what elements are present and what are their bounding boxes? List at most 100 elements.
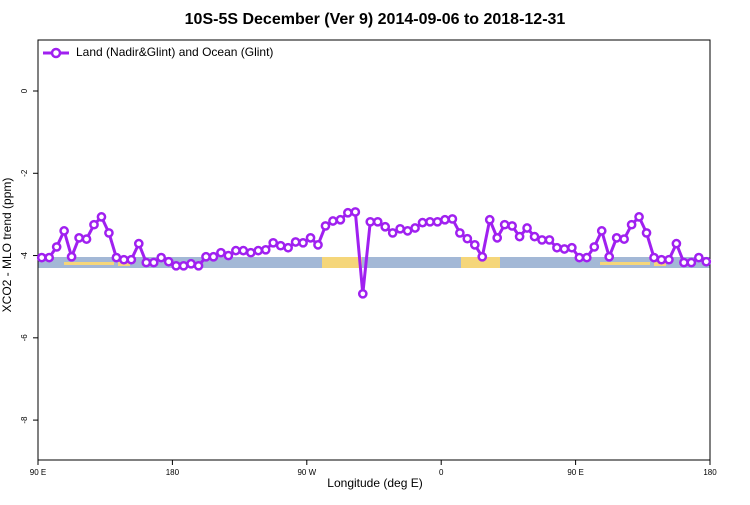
x-tick-label: 90 E (30, 468, 46, 477)
data-point (328, 216, 338, 226)
data-point (163, 256, 174, 267)
legend-label: Land (Nadir&Glint) and Ocean (Glint) (76, 45, 273, 59)
data-point (507, 221, 517, 231)
y-tick-label: -4 (20, 251, 29, 259)
data-point (567, 242, 577, 253)
y-axis-label: XCO2 - MLO trend (ppm) (0, 178, 14, 313)
data-point (372, 216, 383, 227)
data-point (410, 223, 420, 233)
land-strip (461, 257, 500, 268)
data-point (365, 216, 376, 227)
data-point (141, 257, 152, 268)
data-point (462, 233, 473, 244)
data-point (477, 251, 488, 262)
data-point (425, 216, 435, 227)
data-point (298, 237, 308, 248)
data-point (634, 212, 644, 222)
data-point (111, 252, 122, 263)
data-point (559, 244, 570, 254)
data-point (417, 217, 428, 228)
data-point (320, 221, 331, 231)
data-point (574, 252, 585, 263)
data-point (484, 214, 495, 225)
data-point (245, 247, 256, 258)
legend-marker (50, 47, 62, 59)
data-point (455, 228, 465, 238)
data-point (679, 257, 689, 268)
data-point (626, 219, 637, 230)
data-point (290, 237, 301, 247)
data-point (447, 214, 458, 224)
data-point (440, 214, 450, 225)
data-point (59, 226, 69, 236)
data-point (402, 226, 413, 236)
data-point (649, 252, 659, 263)
data-point (529, 231, 540, 242)
data-point (186, 258, 196, 269)
data-point (283, 242, 293, 253)
data-point (171, 260, 181, 271)
x-tick-label: 90 E (567, 468, 583, 477)
data-point (544, 235, 555, 245)
data-point (133, 238, 144, 249)
data-point (522, 223, 532, 233)
data-point (275, 240, 286, 251)
data-point (231, 245, 241, 256)
data-point (126, 254, 137, 265)
data-point (387, 228, 398, 238)
data-point (671, 238, 682, 249)
data-point (380, 221, 391, 232)
data-point (611, 233, 622, 243)
data-point (604, 251, 615, 262)
data-point (238, 245, 249, 256)
data-point (395, 223, 405, 234)
data-point (81, 234, 92, 244)
data-point (201, 251, 211, 262)
data-point (216, 247, 226, 258)
data-point (193, 260, 204, 271)
data-point (223, 250, 234, 261)
data-point (350, 207, 361, 217)
x-tick-label: 90 W (297, 468, 316, 477)
data-point (305, 233, 316, 243)
data-point (641, 228, 652, 238)
plot-frame (37, 39, 711, 461)
data-point (104, 228, 114, 238)
y-tick-label: -6 (20, 334, 29, 342)
data-point (514, 231, 525, 242)
data-point (581, 252, 592, 263)
data-point (499, 219, 510, 230)
y-tick-label: -8 (20, 416, 29, 424)
x-axis-label: Longitude (deg E) (327, 476, 422, 490)
y-tick-label: -2 (20, 169, 29, 177)
x-tick-label: 180 (703, 468, 717, 477)
land-strip (64, 262, 114, 265)
data-point (260, 244, 271, 255)
land-strip (600, 262, 650, 265)
ocean-strip (38, 257, 710, 268)
data-point (686, 257, 697, 268)
data-point (432, 216, 443, 227)
data-point (701, 256, 712, 267)
x-tick-label: 180 (166, 468, 180, 477)
data-point (268, 237, 279, 248)
data-point (656, 254, 667, 265)
land-strip (322, 257, 362, 268)
data-point (178, 260, 189, 271)
data-point (552, 242, 562, 253)
data-point (492, 233, 503, 243)
data-point (208, 251, 219, 262)
data-point (537, 235, 547, 245)
data-point (469, 240, 480, 250)
x-tick-label: 0 (439, 468, 444, 477)
data-point (335, 214, 346, 225)
data-point (66, 251, 77, 262)
data-point (96, 212, 107, 222)
data-point (148, 257, 159, 268)
data-point (313, 240, 323, 250)
data-point (156, 252, 167, 263)
data-point (119, 254, 129, 265)
y-tick-label: 0 (20, 88, 29, 93)
